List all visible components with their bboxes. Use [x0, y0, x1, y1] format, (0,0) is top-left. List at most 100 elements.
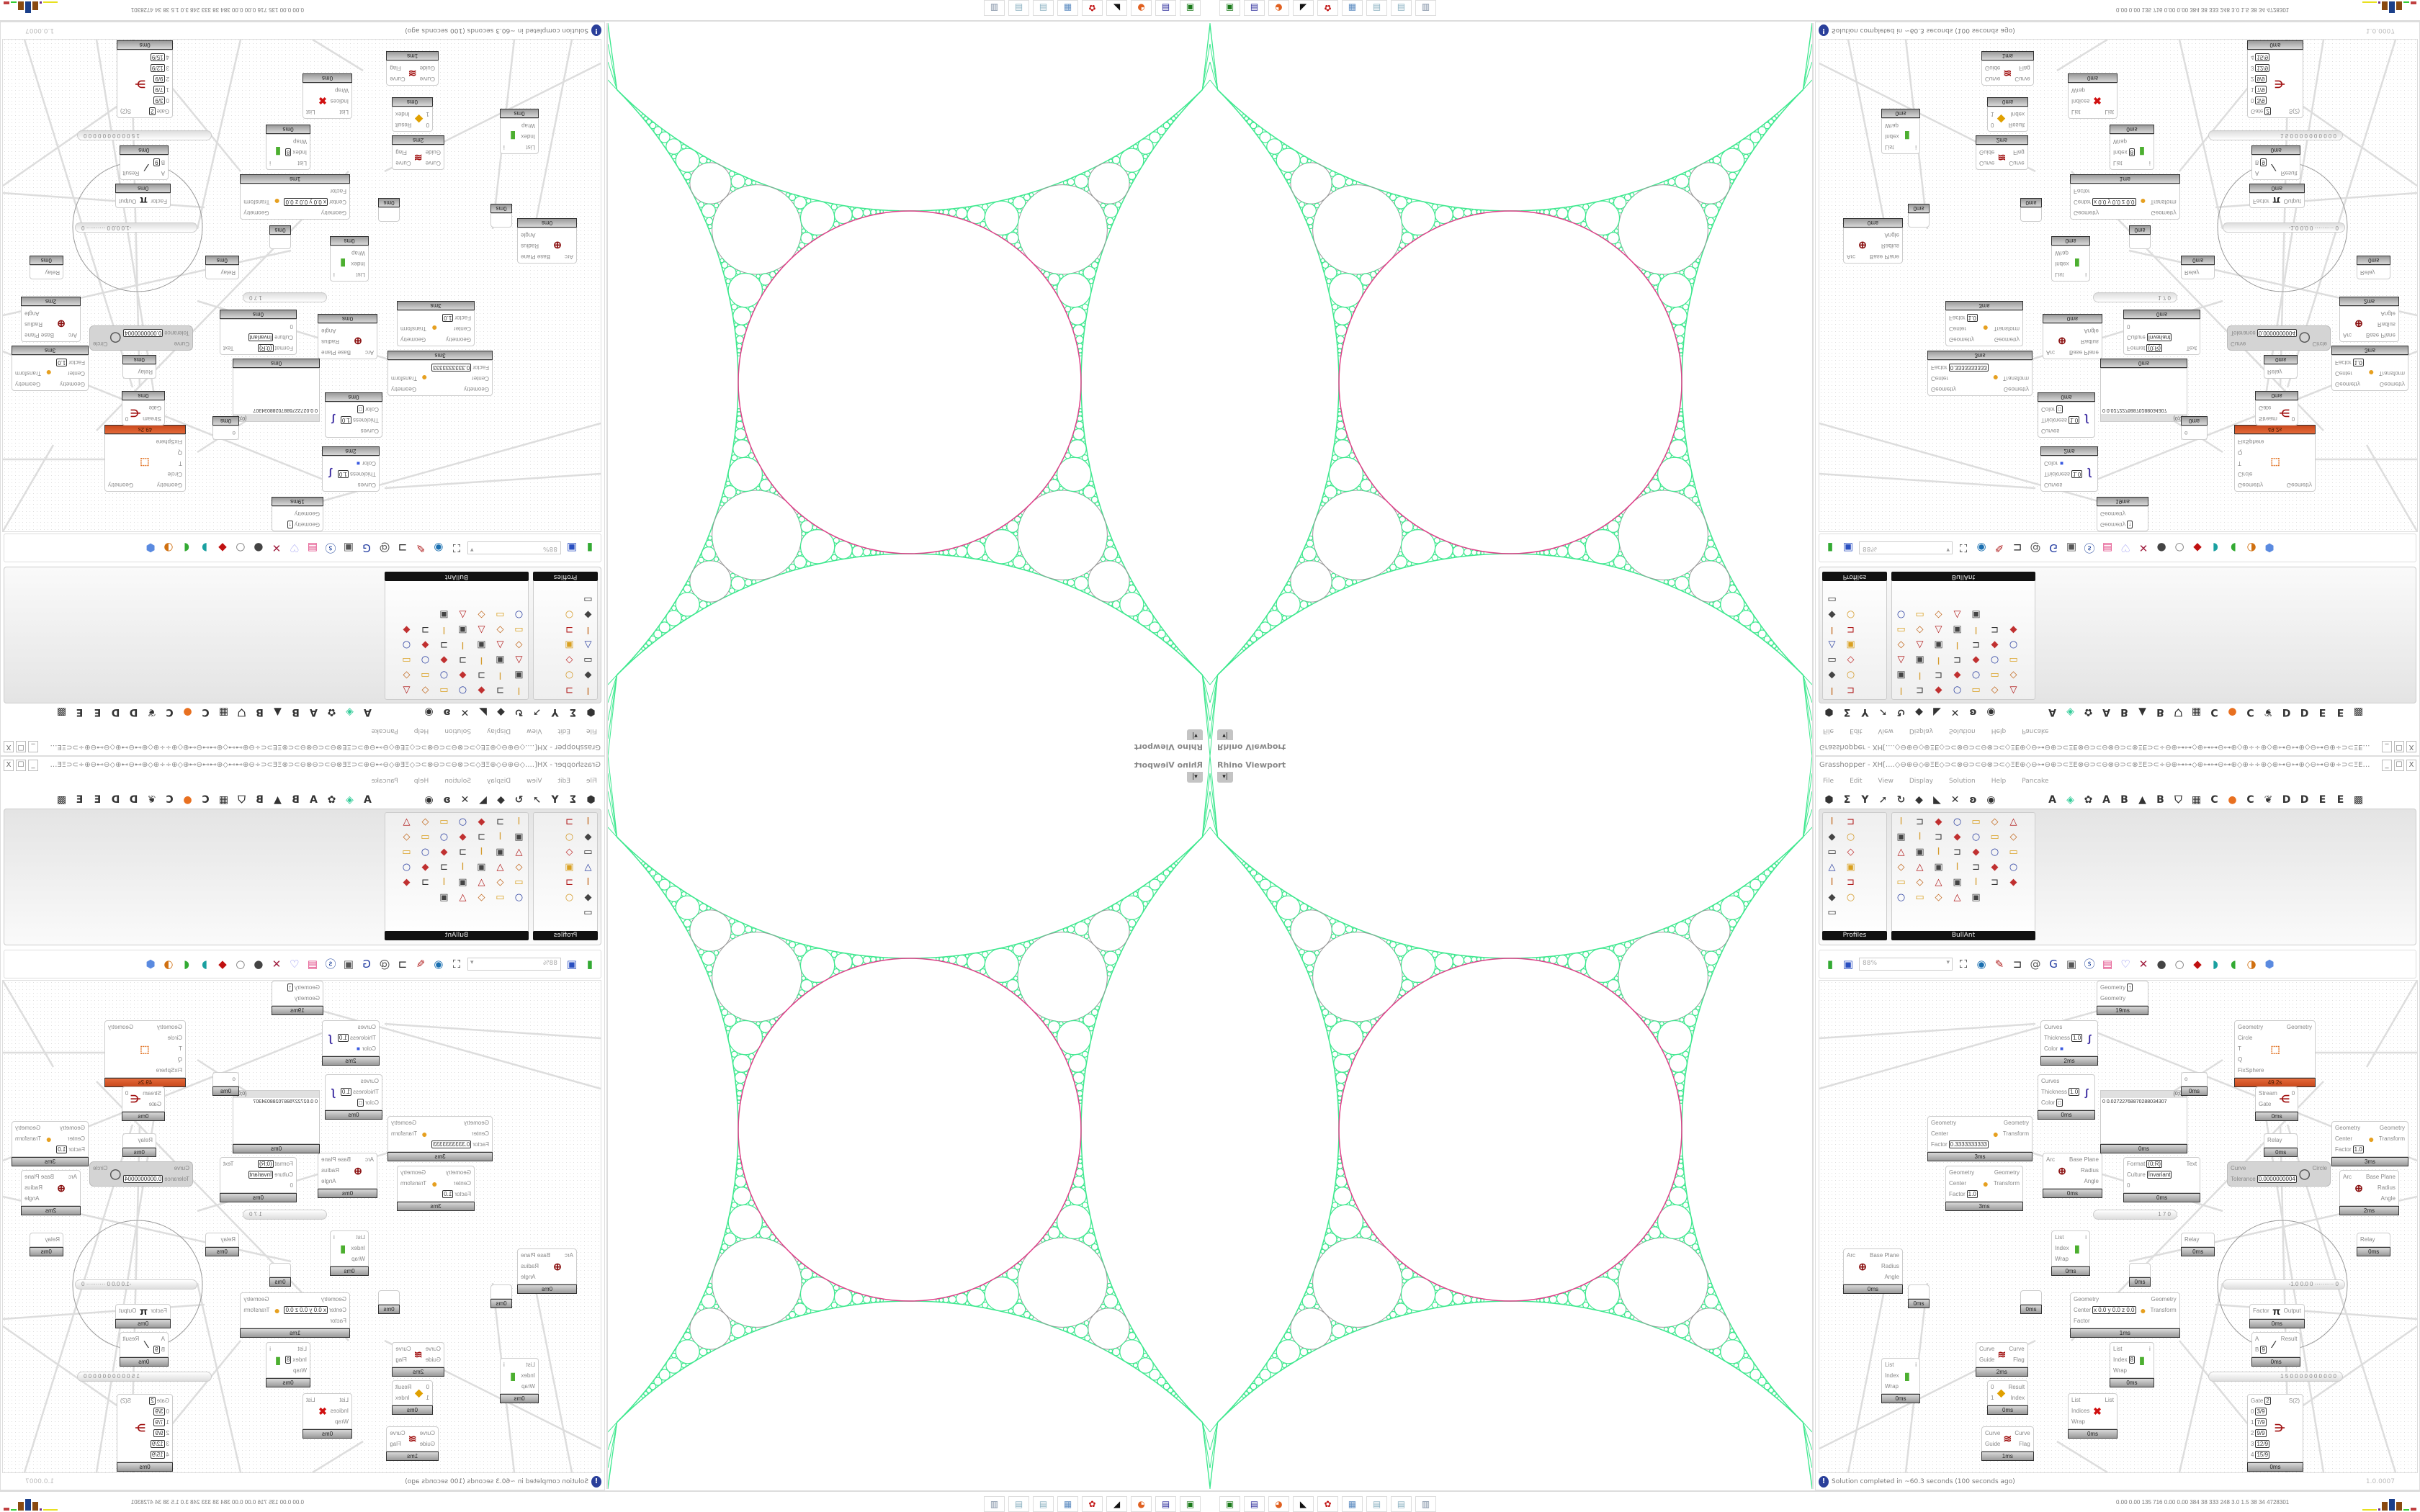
sphere-icon[interactable]: ◇: [515, 639, 523, 650]
category-tab[interactable]: B: [2120, 706, 2128, 718]
C-profile-icon[interactable]: ⊐: [565, 685, 573, 696]
component-body[interactable]: [2020, 207, 2042, 222]
input-param[interactable]: 0: [1991, 120, 1994, 130]
output-param[interactable]: Curve: [2015, 76, 2030, 82]
save-icon[interactable]: ▣: [566, 541, 578, 554]
param-value[interactable]: □: [2056, 1099, 2063, 1107]
param-value[interactable]: 3/9: [2255, 96, 2267, 104]
output-param[interactable]: Angle: [2380, 310, 2396, 317]
param-value[interactable]: 7/9: [2255, 86, 2267, 94]
input-param[interactable]: Wrap: [1885, 1381, 1899, 1392]
output-param[interactable]: Result: [2280, 170, 2298, 176]
quad-icon[interactable]: ◆: [459, 670, 467, 680]
component-body[interactable]: [490, 213, 512, 228]
input-param[interactable]: 312/9: [149, 63, 169, 73]
output-param[interactable]: Radius: [1881, 243, 1899, 249]
input-param[interactable]: B9: [153, 157, 165, 168]
output-param[interactable]: Base Plane: [2069, 1156, 2099, 1163]
input-param[interactable]: Factor: [2253, 1305, 2269, 1316]
input-param[interactable]: Stream: [2259, 1088, 2277, 1099]
split-icon[interactable]: △: [1935, 877, 1942, 888]
quad-icon[interactable]: I: [442, 624, 446, 635]
component-body[interactable]: Stream Gate ⋲ 0: [2255, 1086, 2299, 1112]
menu-edit[interactable]: Edit: [1850, 778, 1863, 785]
circle-profile-icon[interactable]: ▭: [1827, 847, 1837, 858]
wire-sphere-icon[interactable]: ○: [2174, 958, 2184, 971]
menu-display[interactable]: Display: [486, 727, 511, 734]
input-param[interactable]: Relay: [2184, 1234, 2199, 1245]
category-tab[interactable]: E: [2318, 706, 2326, 718]
input-param[interactable]: CultureInvariant: [248, 1169, 293, 1180]
output-param[interactable]: Transform: [15, 370, 42, 377]
input-param[interactable]: Curve: [2231, 1163, 2297, 1174]
input-param[interactable]: o: [2184, 1074, 2187, 1084]
notepad-icon[interactable]: ▤: [1366, 0, 1387, 16]
zoom-level-field[interactable]: 88%: [1859, 541, 1953, 554]
component[interactable]: Relay 0ms: [2264, 1133, 2298, 1157]
input-param[interactable]: Center: [56, 368, 85, 379]
input-param[interactable]: Geometry: [284, 1294, 346, 1305]
panel-body[interactable]: {0;0} 0 0.02722768870288034307: [233, 368, 320, 422]
vtruss-icon[interactable]: ○: [1971, 670, 1981, 680]
param-value[interactable]: 1.0: [56, 359, 68, 366]
param-value[interactable]: 9: [2260, 1346, 2267, 1354]
polyline-icon[interactable]: I: [1955, 639, 1959, 650]
surface-icon[interactable]: △: [403, 685, 411, 696]
component-body[interactable]: Relay: [2357, 265, 2391, 279]
menu-view[interactable]: View: [526, 778, 542, 785]
component-body[interactable]: Curve Guide ≋ Curve Flag: [1976, 145, 2028, 170]
component[interactable]: Stream Gate ⋲ 0 0ms: [121, 1086, 165, 1121]
input-param[interactable]: A: [2255, 168, 2267, 179]
input-param[interactable]: Gate: [2259, 1099, 2277, 1110]
output-param[interactable]: Radius: [24, 321, 42, 328]
save-64-icon[interactable]: ▤: [1155, 0, 1176, 16]
document-icon[interactable]: ▥: [984, 1496, 1005, 1512]
category-tab[interactable]: ↻: [514, 794, 524, 806]
output-param[interactable]: Transform: [2150, 199, 2177, 205]
quad-icon[interactable]: ⊐: [1953, 847, 1961, 858]
component[interactable]: Arc ⊕ Base Plane Radius Angle 0ms: [1843, 218, 1903, 264]
category-tab[interactable]: ↻: [1896, 794, 1906, 806]
output-param[interactable]: Angle: [521, 232, 536, 238]
save-64-icon[interactable]: ▤: [1244, 0, 1265, 16]
menu-solution[interactable]: Solution: [1949, 778, 1976, 785]
I-profile-icon[interactable]: ○: [565, 670, 574, 680]
I-profile-icon[interactable]: ◆: [1828, 609, 1836, 620]
lock-icon[interactable]: ◆: [421, 862, 429, 873]
rhino-icon[interactable]: ◣: [1106, 0, 1127, 16]
quad-icon[interactable]: ▭: [496, 892, 505, 903]
category-tab[interactable]: ◣: [479, 794, 487, 806]
output-param[interactable]: Index: [2010, 1395, 2025, 1401]
lock-icon[interactable]: ⊐: [1991, 877, 1999, 888]
quad-icon[interactable]: ◆: [459, 832, 467, 842]
quad-icon[interactable]: I: [1974, 624, 1978, 635]
output-param[interactable]: i: [333, 271, 335, 278]
component-body[interactable]: Arc ⊕ Base Plane Radius Angle: [21, 1170, 81, 1206]
component-body[interactable]: Stream Gate ⋲ 0: [121, 1086, 165, 1112]
input-param[interactable]: 415/9: [149, 1449, 169, 1460]
L-profile-icon[interactable]: ⊐: [565, 624, 573, 635]
terminal-icon[interactable]: ▣: [1219, 1496, 1240, 1512]
param-value[interactable]: 0.3333333333: [1948, 364, 1989, 372]
component-body[interactable]: Arc ⊕ Base Plane Radius Angle: [318, 1153, 377, 1189]
I-profile-icon[interactable]: I: [1830, 685, 1834, 696]
input-param[interactable]: Wrap: [2071, 1416, 2089, 1427]
circle-icon[interactable]: △: [515, 654, 523, 665]
lock-icon[interactable]: ▭: [1990, 670, 1999, 680]
input-param[interactable]: List: [351, 269, 365, 280]
box-icon[interactable]: I: [1899, 685, 1903, 696]
